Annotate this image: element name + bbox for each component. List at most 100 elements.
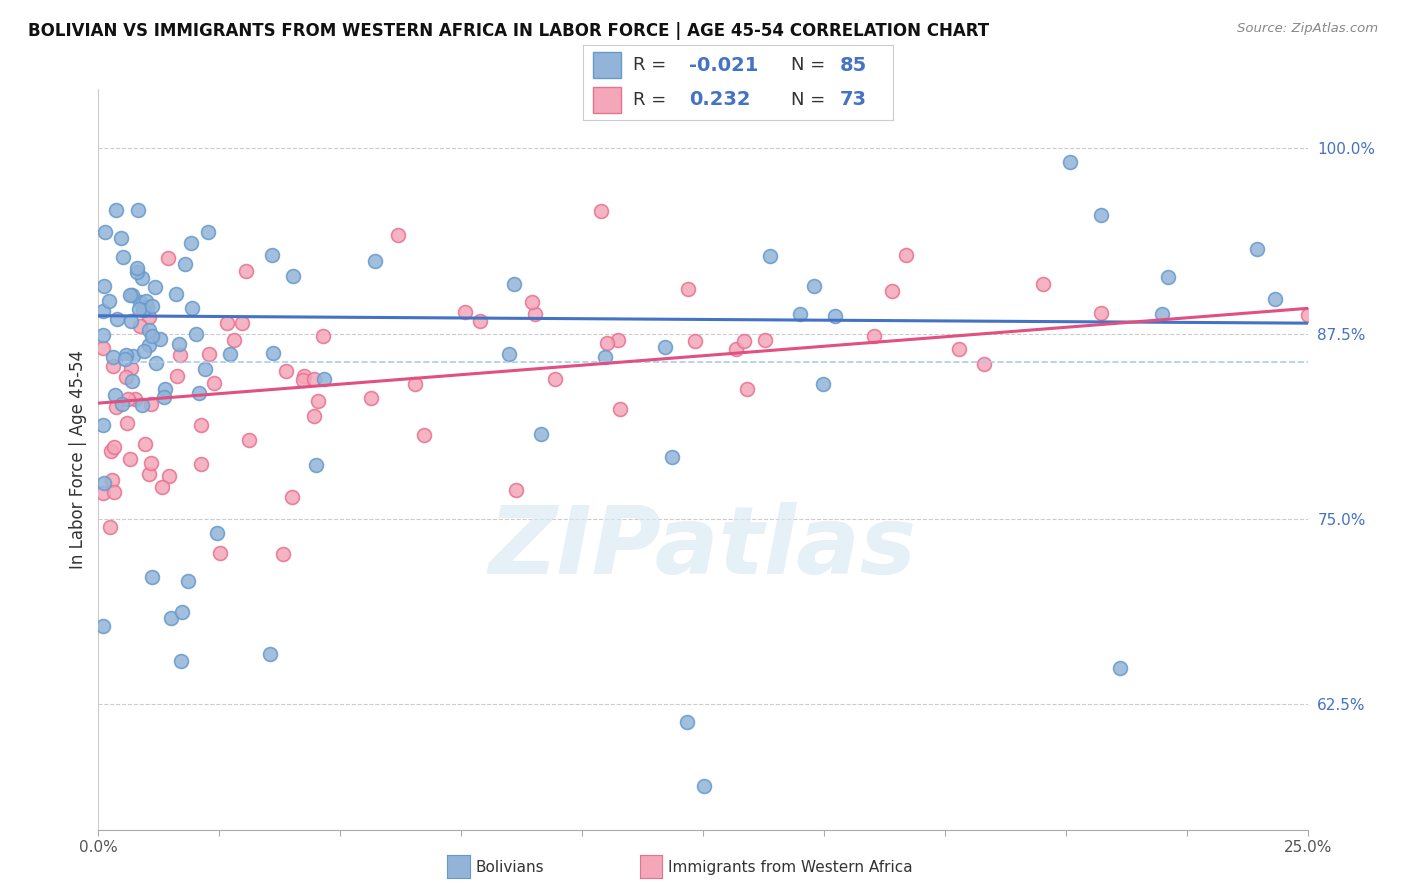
- Point: [683, 334, 706, 348]
- Point: [115, 416, 138, 430]
- Point: [131, 271, 153, 285]
- Point: [160, 610, 183, 624]
- Point: [735, 382, 758, 396]
- Point: [105, 400, 128, 414]
- Text: R =: R =: [633, 56, 666, 74]
- Point: [104, 388, 127, 402]
- Point: [606, 333, 628, 347]
- Point: [190, 417, 212, 432]
- FancyBboxPatch shape: [593, 87, 620, 112]
- Point: [101, 473, 124, 487]
- Point: [238, 434, 260, 448]
- Text: 73: 73: [841, 90, 868, 110]
- Point: [194, 362, 217, 376]
- Point: [1157, 270, 1180, 285]
- Point: [166, 368, 188, 383]
- Point: [114, 348, 136, 362]
- Point: [124, 392, 146, 406]
- Point: [262, 248, 284, 262]
- Point: [150, 480, 173, 494]
- Point: [115, 370, 138, 384]
- Point: [127, 203, 149, 218]
- Point: [596, 335, 619, 350]
- Point: [224, 334, 246, 348]
- Text: Source: ZipAtlas.com: Source: ZipAtlas.com: [1237, 22, 1378, 36]
- Point: [134, 437, 156, 451]
- Point: [973, 357, 995, 371]
- Point: [754, 334, 776, 348]
- Point: [759, 249, 782, 263]
- Point: [404, 376, 426, 391]
- Point: [882, 285, 904, 299]
- Point: [91, 327, 114, 342]
- Point: [259, 647, 281, 661]
- Point: [138, 323, 160, 337]
- Point: [180, 235, 202, 250]
- Text: R =: R =: [633, 91, 666, 109]
- Point: [789, 307, 811, 321]
- Point: [1032, 277, 1054, 292]
- Point: [129, 295, 152, 310]
- Point: [167, 336, 190, 351]
- Point: [93, 475, 115, 490]
- Point: [733, 334, 755, 349]
- Point: [364, 254, 387, 268]
- Point: [91, 619, 114, 633]
- Point: [291, 373, 314, 387]
- Point: [149, 332, 172, 346]
- Point: [387, 227, 409, 242]
- Point: [117, 392, 139, 406]
- Point: [114, 352, 136, 367]
- Point: [153, 382, 176, 396]
- Point: [271, 547, 294, 561]
- Point: [107, 312, 129, 326]
- Point: [139, 396, 162, 410]
- Point: [678, 282, 700, 296]
- Point: [125, 265, 148, 279]
- Point: [209, 546, 232, 560]
- Point: [593, 351, 616, 365]
- Point: [1264, 292, 1286, 306]
- Point: [170, 654, 193, 668]
- Point: [177, 574, 200, 588]
- Point: [498, 347, 520, 361]
- Point: [505, 483, 527, 498]
- Point: [97, 293, 120, 308]
- Point: [110, 231, 132, 245]
- Point: [152, 391, 174, 405]
- Point: [98, 519, 121, 533]
- Point: [132, 303, 155, 318]
- Point: [170, 605, 193, 619]
- Point: [294, 369, 316, 384]
- Point: [138, 338, 160, 352]
- Point: [803, 279, 825, 293]
- Point: [141, 570, 163, 584]
- Point: [138, 310, 160, 324]
- Point: [93, 304, 115, 318]
- Point: [138, 467, 160, 482]
- Text: N =: N =: [790, 56, 825, 74]
- Point: [307, 394, 329, 409]
- Point: [91, 341, 114, 355]
- Point: [94, 226, 117, 240]
- Point: [544, 372, 567, 386]
- Point: [197, 226, 219, 240]
- Text: 0.232: 0.232: [689, 90, 751, 110]
- Point: [948, 342, 970, 356]
- Point: [281, 268, 304, 283]
- Point: [101, 359, 124, 374]
- Point: [412, 428, 434, 442]
- Point: [131, 398, 153, 412]
- Point: [609, 401, 631, 416]
- Point: [1090, 208, 1112, 222]
- Point: [103, 440, 125, 454]
- Point: [169, 348, 191, 362]
- Point: [186, 326, 208, 341]
- Point: [134, 293, 156, 308]
- Point: [235, 264, 257, 278]
- Point: [156, 251, 179, 265]
- Point: [188, 386, 211, 401]
- FancyBboxPatch shape: [593, 52, 620, 78]
- Point: [894, 248, 917, 262]
- Text: 85: 85: [841, 55, 868, 75]
